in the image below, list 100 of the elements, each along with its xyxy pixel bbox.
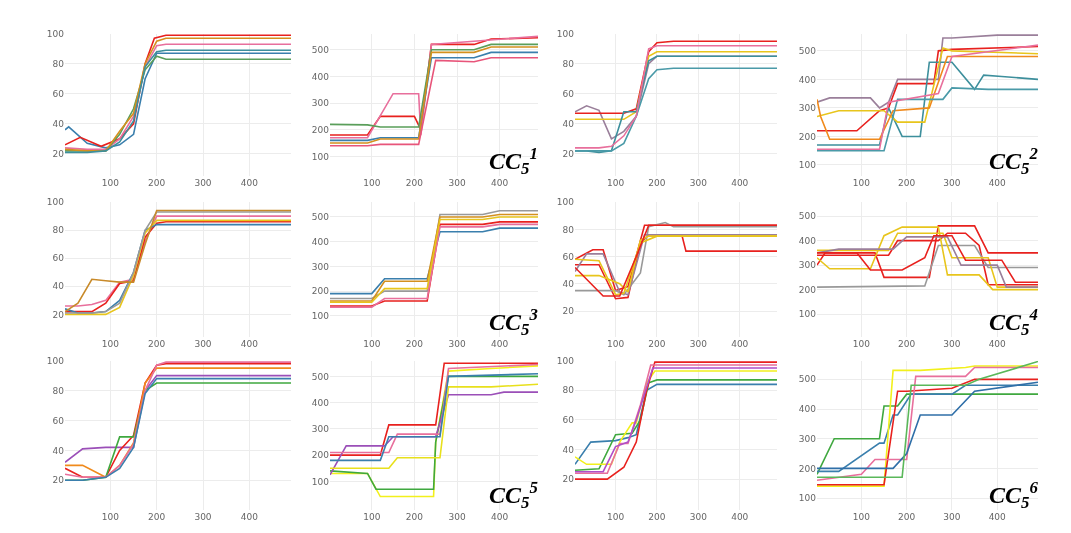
x-tick-label: 300 — [194, 178, 212, 189]
y-tick-label: 60 — [562, 88, 575, 99]
x-tick-label: 200 — [648, 512, 666, 523]
x-tick-label: 100 — [101, 338, 120, 349]
x-tick-label: 400 — [491, 512, 509, 523]
x-tick-label: 300 — [194, 338, 212, 349]
y-tick-label: 60 — [52, 88, 65, 99]
y-tick-label: 60 — [52, 415, 65, 426]
y-tick-label: 100 — [311, 476, 330, 487]
x-tick-label: 200 — [405, 512, 424, 523]
x-tick-label: 200 — [898, 512, 916, 523]
y-tick-label: 40 — [52, 281, 65, 292]
y-tick-label: 80 — [562, 385, 575, 396]
x-tick-label: 200 — [648, 178, 666, 189]
x-tick-label: 300 — [448, 512, 466, 523]
y-tick-label: 100 — [556, 197, 575, 208]
y-tick-label: 300 — [311, 261, 330, 272]
y-tick-label: 100 — [798, 309, 817, 320]
y-tick-label: 100 — [556, 355, 575, 366]
y-tick-label: 200 — [798, 463, 817, 474]
y-tick-label: 100 — [46, 197, 65, 208]
x-tick-label: 200 — [648, 338, 666, 349]
y-tick-label: 400 — [798, 235, 817, 246]
y-tick-label: 80 — [562, 224, 575, 235]
y-tick-label: 40 — [562, 278, 575, 289]
y-tick-label: 200 — [311, 286, 330, 297]
x-tick-label: 200 — [148, 178, 166, 189]
y-tick-label: 80 — [562, 58, 575, 69]
x-tick-label: 100 — [852, 338, 871, 349]
x-tick-label: 100 — [363, 178, 381, 189]
x-tick-label: 100 — [852, 512, 871, 523]
y-tick-label: 400 — [311, 71, 330, 82]
x-tick-label: 100 — [606, 338, 625, 349]
y-tick-label: 20 — [562, 149, 575, 160]
y-tick-label: 100 — [311, 151, 330, 162]
y-tick-label: 100 — [311, 310, 330, 321]
y-tick-label: 200 — [798, 131, 817, 142]
y-tick-label: 200 — [311, 450, 330, 461]
x-tick-label: 200 — [405, 178, 424, 189]
y-tick-label: 40 — [562, 118, 575, 129]
x-tick-label: 100 — [101, 512, 120, 523]
y-tick-label: 60 — [52, 253, 65, 264]
x-tick-label: 400 — [491, 338, 509, 349]
y-tick-label: 300 — [798, 260, 817, 271]
y-tick-label: 100 — [798, 493, 817, 504]
y-tick-label: 300 — [798, 433, 817, 444]
y-tick-label: 20 — [52, 309, 65, 320]
y-tick-label: 200 — [311, 124, 330, 135]
y-tick-label: 100 — [46, 28, 65, 39]
y-tick-label: 100 — [556, 28, 575, 39]
y-tick-label: 80 — [52, 225, 65, 236]
x-tick-label: 400 — [988, 178, 1007, 189]
y-tick-label: 500 — [311, 212, 330, 223]
x-tick-label: 400 — [240, 512, 259, 523]
x-tick-label: 300 — [689, 512, 708, 523]
x-tick-label: 400 — [731, 178, 749, 189]
x-tick-label: 300 — [194, 512, 212, 523]
x-tick-label: 300 — [689, 338, 708, 349]
y-tick-label: 500 — [311, 371, 330, 382]
x-tick-label: 300 — [943, 512, 961, 523]
y-tick-label: 500 — [311, 44, 330, 55]
y-tick-label: 40 — [52, 445, 65, 456]
y-tick-label: 300 — [311, 98, 330, 109]
y-tick-label: 80 — [52, 58, 65, 69]
x-tick-label: 100 — [101, 178, 120, 189]
x-tick-label: 100 — [606, 178, 625, 189]
x-tick-label: 200 — [148, 512, 166, 523]
y-tick-label: 300 — [798, 103, 817, 114]
y-tick-label: 400 — [311, 397, 330, 408]
y-tick-label: 20 — [562, 474, 575, 485]
y-tick-label: 60 — [562, 251, 575, 262]
x-tick-label: 400 — [240, 178, 259, 189]
x-tick-label: 300 — [448, 178, 466, 189]
y-tick-label: 20 — [562, 306, 575, 317]
y-tick-label: 200 — [798, 284, 817, 295]
y-tick-label: 500 — [798, 46, 817, 56]
x-tick-label: 100 — [852, 178, 871, 189]
y-tick-label: 20 — [52, 149, 65, 160]
y-tick-label: 20 — [52, 475, 65, 486]
x-tick-label: 400 — [731, 512, 749, 523]
x-tick-label: 300 — [448, 338, 466, 349]
x-tick-label: 400 — [491, 178, 509, 189]
x-tick-label: 100 — [363, 338, 381, 349]
y-tick-label: 100 — [46, 355, 65, 366]
x-tick-label: 300 — [943, 178, 961, 189]
y-tick-label: 400 — [798, 404, 817, 415]
x-tick-label: 400 — [988, 338, 1007, 349]
x-tick-label: 200 — [148, 338, 166, 349]
x-tick-label: 400 — [731, 338, 749, 349]
x-tick-label: 300 — [689, 178, 708, 189]
x-tick-label: 100 — [606, 512, 625, 523]
x-tick-label: 200 — [898, 338, 916, 349]
y-tick-label: 400 — [798, 74, 817, 85]
x-tick-label: 400 — [988, 512, 1007, 523]
x-tick-label: 200 — [898, 178, 916, 189]
y-tick-label: 400 — [311, 236, 330, 247]
x-tick-label: 200 — [405, 338, 424, 349]
x-tick-label: 400 — [240, 338, 259, 349]
y-tick-label: 40 — [562, 444, 575, 455]
y-tick-label: 60 — [562, 415, 575, 426]
